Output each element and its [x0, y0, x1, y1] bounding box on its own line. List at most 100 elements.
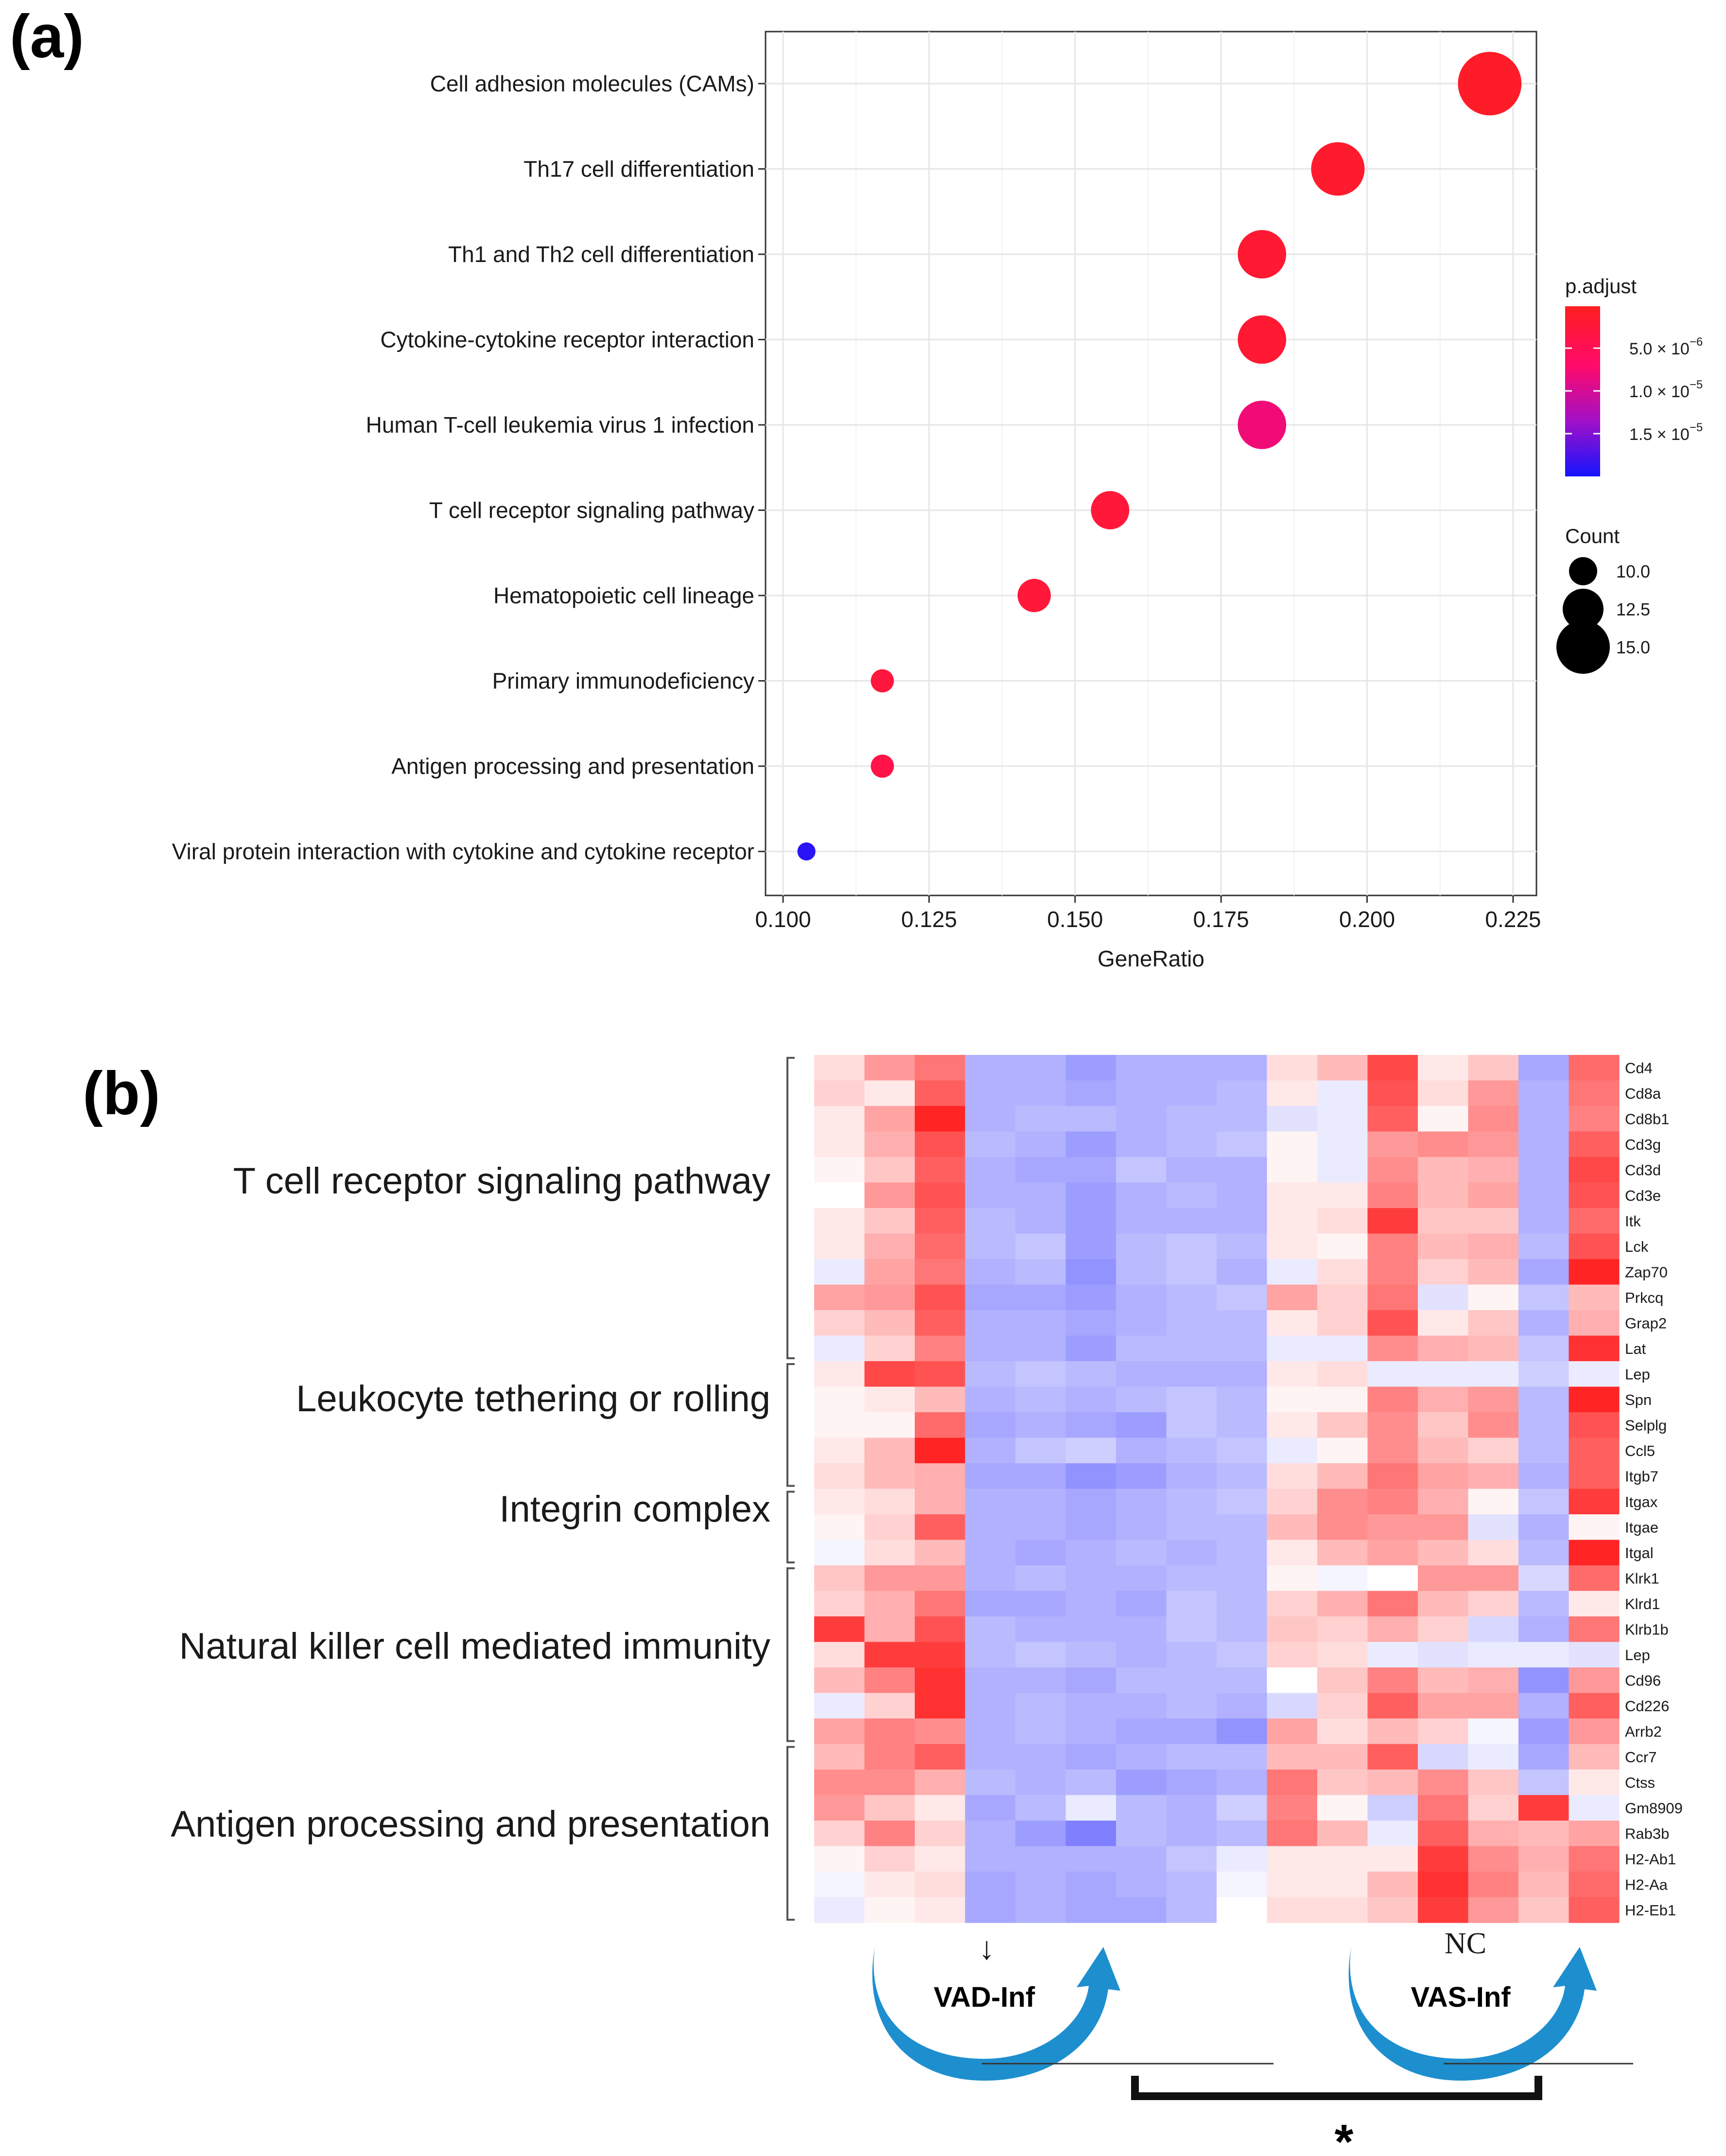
heatmap-cell [1015, 1489, 1066, 1515]
heatmap-cell [1367, 1310, 1418, 1336]
heatmap-cell [1518, 1131, 1569, 1157]
vas-curved-arrow [1348, 1947, 1597, 2081]
heatmap-cell [915, 1157, 966, 1183]
heatmap-cell [965, 1846, 1016, 1872]
dot-point [1091, 491, 1130, 529]
heatmap-cell [915, 1718, 966, 1745]
heatmap-cell [1468, 1872, 1519, 1898]
heatmap-cell [864, 1437, 915, 1464]
heatmap-cell [1518, 1616, 1569, 1643]
heatmap-cell [1468, 1489, 1519, 1515]
heatmap-cell [1518, 1718, 1569, 1745]
heatmap-cell [1116, 1591, 1167, 1617]
heatmap-cell [1166, 1616, 1217, 1643]
heatmap-cell [1569, 1055, 1620, 1081]
heatmap-cell [1065, 1667, 1116, 1694]
heatmap-cell [1065, 1208, 1116, 1234]
heatmap-cell [965, 1106, 1016, 1132]
heatmap-cell [864, 1310, 915, 1336]
heatmap-cell [864, 1233, 915, 1260]
y-tick-label: Cytokine-cytokine receptor interaction [380, 327, 754, 352]
heatmap-cell [1065, 1412, 1116, 1438]
heatmap-cell [1116, 1616, 1167, 1643]
heatmap-cell [814, 1667, 865, 1694]
heatmap-cell [1166, 1259, 1217, 1285]
heatmap-cell [1367, 1770, 1418, 1796]
heatmap-cell [1015, 1412, 1066, 1438]
heatmap-cell [915, 1412, 966, 1438]
heatmap-cell [1116, 1106, 1167, 1132]
heatmap-cell [1317, 1693, 1368, 1719]
heatmap-cell [1267, 1437, 1318, 1464]
heatmap-cell [1065, 1897, 1116, 1923]
heatmap-cell [1569, 1131, 1620, 1157]
dotplot-y-labels: Cell adhesion molecules (CAMs) Th17 cell … [172, 71, 766, 864]
heatmap-cell [1217, 1718, 1268, 1745]
heatmap-cell [915, 1055, 966, 1081]
heatmap-cell [1267, 1616, 1318, 1643]
heatmap-cell [1518, 1080, 1569, 1106]
heatmap-cell [864, 1821, 915, 1847]
heatmap-cell [1418, 1872, 1469, 1898]
heatmap-cell [1317, 1437, 1368, 1464]
heatmap-cell [1468, 1565, 1519, 1592]
heatmap-cell [1418, 1616, 1469, 1643]
heatmap-cell [1116, 1693, 1167, 1719]
heatmap-cell [1015, 1642, 1066, 1668]
heatmap-row-label: Cd8a [1625, 1085, 1661, 1102]
heatmap-group-bracket [786, 1567, 795, 1742]
heatmap-cell [1468, 1693, 1519, 1719]
heatmap-cell [864, 1106, 915, 1132]
heatmap-cell [1166, 1412, 1217, 1438]
heatmap-cell [1317, 1642, 1368, 1668]
heatmap-cell [1217, 1591, 1268, 1617]
heatmap-cell [814, 1744, 865, 1770]
heatmap-row-label: H2-Eb1 [1625, 1902, 1676, 1919]
heatmap-cell [1217, 1667, 1268, 1694]
heatmap-cell [1166, 1106, 1217, 1132]
heatmap-cell [814, 1642, 865, 1668]
heatmap-cell [1217, 1642, 1268, 1668]
heatmap-cell [1468, 1437, 1519, 1464]
heatmap-cell [1015, 1795, 1066, 1821]
heatmap-cell [1267, 1310, 1318, 1336]
heatmap-cell [1418, 1106, 1469, 1132]
heatmap-cell [965, 1335, 1016, 1362]
heatmap-cell [814, 1157, 865, 1183]
heatmap-row-label: Lat [1625, 1340, 1646, 1357]
vad-arrow-group: VAD-Inf ↓ [872, 1930, 1120, 2081]
heatmap-cell [1418, 1055, 1469, 1081]
count-legend-keys: 10.0 12.5 15.0 [1556, 557, 1650, 674]
heatmap-cell [1317, 1310, 1368, 1336]
heatmap-cell [1367, 1412, 1418, 1438]
heatmap-cell [1518, 1795, 1569, 1821]
heatmap-cell [1267, 1872, 1318, 1898]
heatmap-cell [1418, 1080, 1469, 1106]
heatmap-cell [1518, 1770, 1569, 1796]
heatmap-cell [965, 1080, 1016, 1106]
heatmap-cell [1569, 1080, 1620, 1106]
heatmap-cell [1367, 1233, 1418, 1260]
heatmap-cell [814, 1795, 865, 1821]
heatmap-cell [1217, 1770, 1268, 1796]
heatmap-row-label: Klrb1b [1625, 1621, 1669, 1638]
heatmap-cell [1367, 1182, 1418, 1209]
heatmap-cell [864, 1846, 915, 1872]
heatmap-cell [965, 1591, 1016, 1617]
heatmap-cell [864, 1744, 915, 1770]
heatmap-cell [1569, 1667, 1620, 1694]
heatmap-cell [1015, 1667, 1066, 1694]
dotplot-points [797, 52, 1522, 861]
heatmap-cell [1468, 1386, 1519, 1413]
heatmap-cell [1569, 1386, 1620, 1413]
heatmap-cell [1015, 1846, 1066, 1872]
heatmap-cell [965, 1386, 1016, 1413]
dot-point [797, 842, 816, 861]
heatmap-cell [1518, 1259, 1569, 1285]
heatmap-row-label: Ccl5 [1625, 1442, 1655, 1459]
heatmap-row-label: Lck [1625, 1238, 1649, 1255]
heatmap-group-bracket [786, 1490, 795, 1563]
heatmap-cell [915, 1259, 966, 1285]
heatmap-cell [915, 1795, 966, 1821]
dotplot-x-axis-title: GeneRatio [1098, 946, 1204, 971]
